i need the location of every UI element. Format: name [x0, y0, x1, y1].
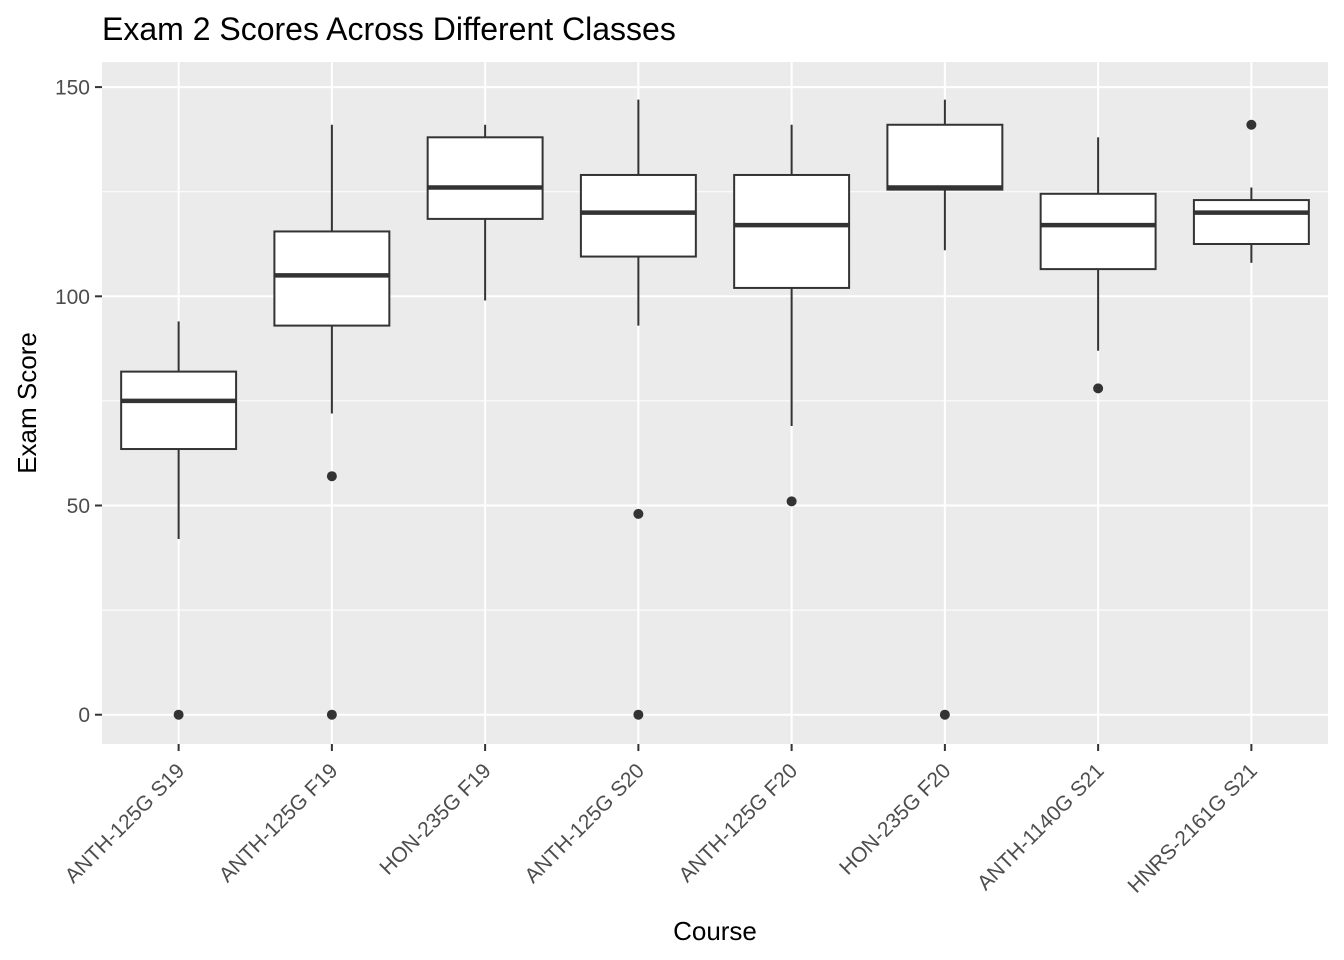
- box-body: [579, 173, 697, 258]
- box-6: [886, 99, 1004, 720]
- outlier-point: [326, 709, 337, 720]
- box-8: [1192, 119, 1310, 263]
- outlier-point: [1093, 383, 1104, 394]
- y-axis-title: Exam Score: [12, 332, 42, 474]
- outlier-point: [633, 709, 644, 720]
- outlier-point: [326, 471, 337, 482]
- outlier-point: [939, 709, 950, 720]
- box-3: [426, 124, 544, 301]
- outlier-point: [1246, 119, 1257, 130]
- box-body: [1039, 192, 1157, 271]
- y-tick-label: 100: [55, 286, 90, 309]
- y-tick-label: 50: [67, 495, 90, 518]
- box-body: [426, 136, 544, 220]
- box-body: [120, 370, 238, 451]
- box-body: [733, 173, 851, 289]
- x-axis-title: Course: [673, 916, 757, 946]
- box-body: [1192, 199, 1310, 246]
- y-tick-label: 150: [55, 77, 90, 100]
- minor-gridlines: [102, 191, 1328, 611]
- box-5: [733, 124, 851, 507]
- box-body: [273, 230, 391, 327]
- plot-panel: [102, 62, 1328, 744]
- y-tick-label: 0: [78, 704, 90, 727]
- box-series: [120, 99, 1310, 720]
- box-1: [120, 321, 238, 720]
- outlier-point: [173, 709, 184, 720]
- outlier-point: [786, 496, 797, 507]
- box-2: [273, 124, 391, 720]
- outlier-point: [633, 508, 644, 519]
- y-axis: 0 50 100 150: [55, 77, 102, 727]
- box-body: [886, 123, 1004, 191]
- box-4: [579, 99, 697, 720]
- chart-title: Exam 2 Scores Across Different Classes: [102, 11, 676, 47]
- box-7: [1039, 137, 1157, 394]
